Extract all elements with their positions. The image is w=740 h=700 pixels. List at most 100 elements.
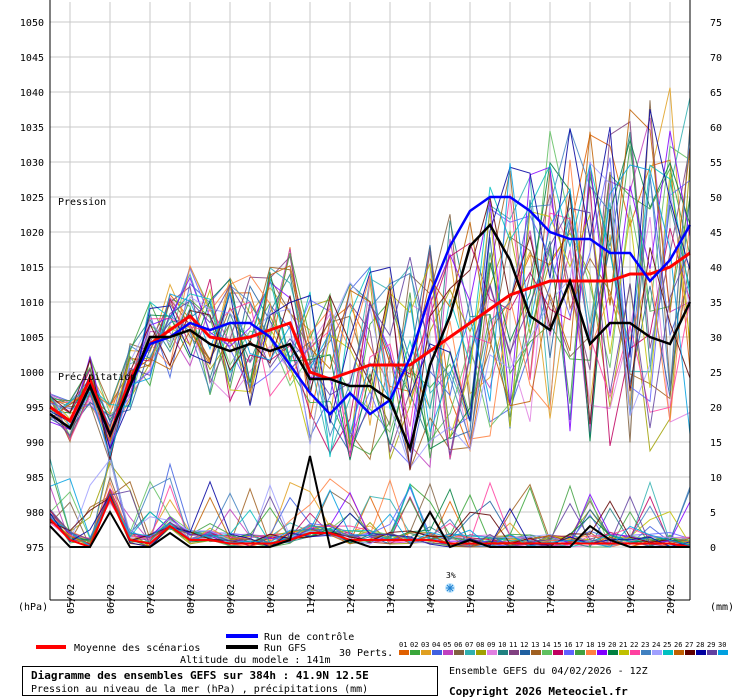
perturbation-line [49, 172, 691, 443]
x-tick-label: 13/02 [386, 584, 397, 614]
x-tick-label: 07/02 [146, 584, 157, 614]
pert-swatch [696, 650, 706, 655]
left-axis-unit: (hPa) [18, 602, 48, 613]
legend-control-label: Run de contrôle [264, 631, 354, 643]
right-tick-label: 75 [710, 18, 722, 29]
legend-mean-label: Moyenne des scénarios [74, 642, 200, 654]
right-tick-label: 65 [710, 88, 722, 99]
pert-swatch [707, 650, 717, 655]
pressure-inner-label: Pression [58, 197, 106, 208]
pert-swatch [586, 650, 596, 655]
right-tick-label: 70 [710, 53, 722, 64]
perturbation-legend: 01 02 03 04 05 06 07 08 09 10 11 12 13 14 15 16 17 18 19 20… [399, 641, 728, 655]
left-tick-label: 1030 [20, 158, 44, 169]
perturbation-line [49, 130, 691, 459]
copyright: Copyright 2026 Meteociel.fr [449, 685, 628, 698]
pert-swatch [542, 650, 552, 655]
pert-number: 16 [564, 641, 572, 649]
pert-swatch [663, 650, 673, 655]
pert-swatch [443, 650, 453, 655]
x-tick-label: 18/02 [586, 584, 597, 614]
pert-number: 29 [707, 641, 715, 649]
main-series-lines [49, 195, 692, 549]
x-tick-label: 09/02 [226, 584, 237, 614]
pert-swatch [597, 650, 607, 655]
pert-swatch [421, 650, 431, 655]
series-line [49, 251, 691, 440]
pert-swatch [641, 650, 651, 655]
perturbation-line [49, 138, 691, 461]
left-tick-label: 1040 [20, 88, 44, 99]
right-tick-label: 45 [710, 228, 722, 239]
right-tick-label: 25 [710, 368, 722, 379]
x-tick-label: 06/02 [106, 584, 117, 614]
pert-number: 19 [597, 641, 605, 649]
axes [49, 0, 691, 604]
pert-swatch [608, 650, 618, 655]
pert-swatch [564, 650, 574, 655]
right-tick-label: 15 [710, 438, 722, 449]
pert-number: 03 [421, 641, 429, 649]
pert-number: 26 [674, 641, 682, 649]
perturbation-line [49, 108, 691, 444]
perturbation-precip-line [49, 491, 691, 548]
right-tick-label: 40 [710, 263, 722, 274]
x-tick-label: 10/02 [266, 584, 277, 614]
snowflake-icon [445, 583, 455, 593]
x-tick-label: 12/02 [346, 584, 357, 614]
series-line [49, 495, 691, 549]
pert-number: 25 [663, 641, 671, 649]
pert-number: 20 [608, 641, 616, 649]
snow-marker-label: 3% [446, 571, 456, 580]
left-tick-label: 995 [26, 403, 44, 414]
chart-subtitle: Pression au niveau de la mer (hPa) , pré… [31, 684, 369, 695]
run-info: Ensemble GEFS du 04/02/2026 - 12Z [449, 666, 648, 677]
right-tick-label: 35 [710, 298, 722, 309]
x-tick-label: 11/02 [306, 584, 317, 614]
pert-swatch [619, 650, 629, 655]
x-tick-label: 15/02 [466, 584, 477, 614]
perturbation-precip-line [49, 480, 690, 548]
right-tick-label: 0 [710, 543, 716, 554]
pert-swatch [520, 650, 530, 655]
pert-swatch [575, 650, 585, 655]
pert-swatch [531, 650, 541, 655]
legend-perts-label: 30 Perts. [339, 648, 393, 659]
pert-swatch [652, 650, 662, 655]
snow-marker: 3% [445, 571, 456, 593]
series-line [49, 195, 692, 439]
x-tick-label: 19/02 [626, 584, 637, 614]
x-tick-label: 17/02 [546, 584, 557, 614]
pert-swatch [674, 650, 684, 655]
pert-number: 05 [443, 641, 451, 649]
left-tick-label: 975 [26, 543, 44, 554]
pert-swatch [410, 650, 420, 655]
left-tick-label: 1005 [20, 333, 44, 344]
left-tick-label: 1025 [20, 193, 44, 204]
pert-swatch [498, 650, 508, 655]
x-tick-label: 08/02 [186, 584, 197, 614]
pert-number: 09 [487, 641, 495, 649]
pert-number: 02 [410, 641, 418, 649]
pert-number: 27 [685, 641, 693, 649]
legend-gfs-label: Run GFS [264, 643, 306, 654]
pert-number: 30 [718, 641, 726, 649]
right-tick-label: 5 [710, 508, 716, 519]
perturbation-precip-line [49, 480, 691, 548]
right-tick-label: 60 [710, 123, 722, 134]
x-tick-label: 20/02 [666, 584, 677, 614]
right-tick-label: 55 [710, 158, 722, 169]
pert-swatch [718, 650, 728, 655]
perturbation-line [49, 207, 691, 456]
pert-number: 17 [575, 641, 583, 649]
pert-number: 01 [399, 641, 407, 649]
pert-swatch [476, 650, 486, 655]
x-tick-label: 05/02 [66, 584, 77, 614]
pert-number: 07 [465, 641, 473, 649]
right-axis-unit: (mm) [710, 602, 734, 613]
perturbation-lines [49, 87, 691, 548]
perturbation-line [49, 162, 691, 458]
right-tick-label: 10 [710, 473, 722, 484]
title-box: Diagramme des ensembles GEFS sur 384h : … [22, 666, 438, 696]
